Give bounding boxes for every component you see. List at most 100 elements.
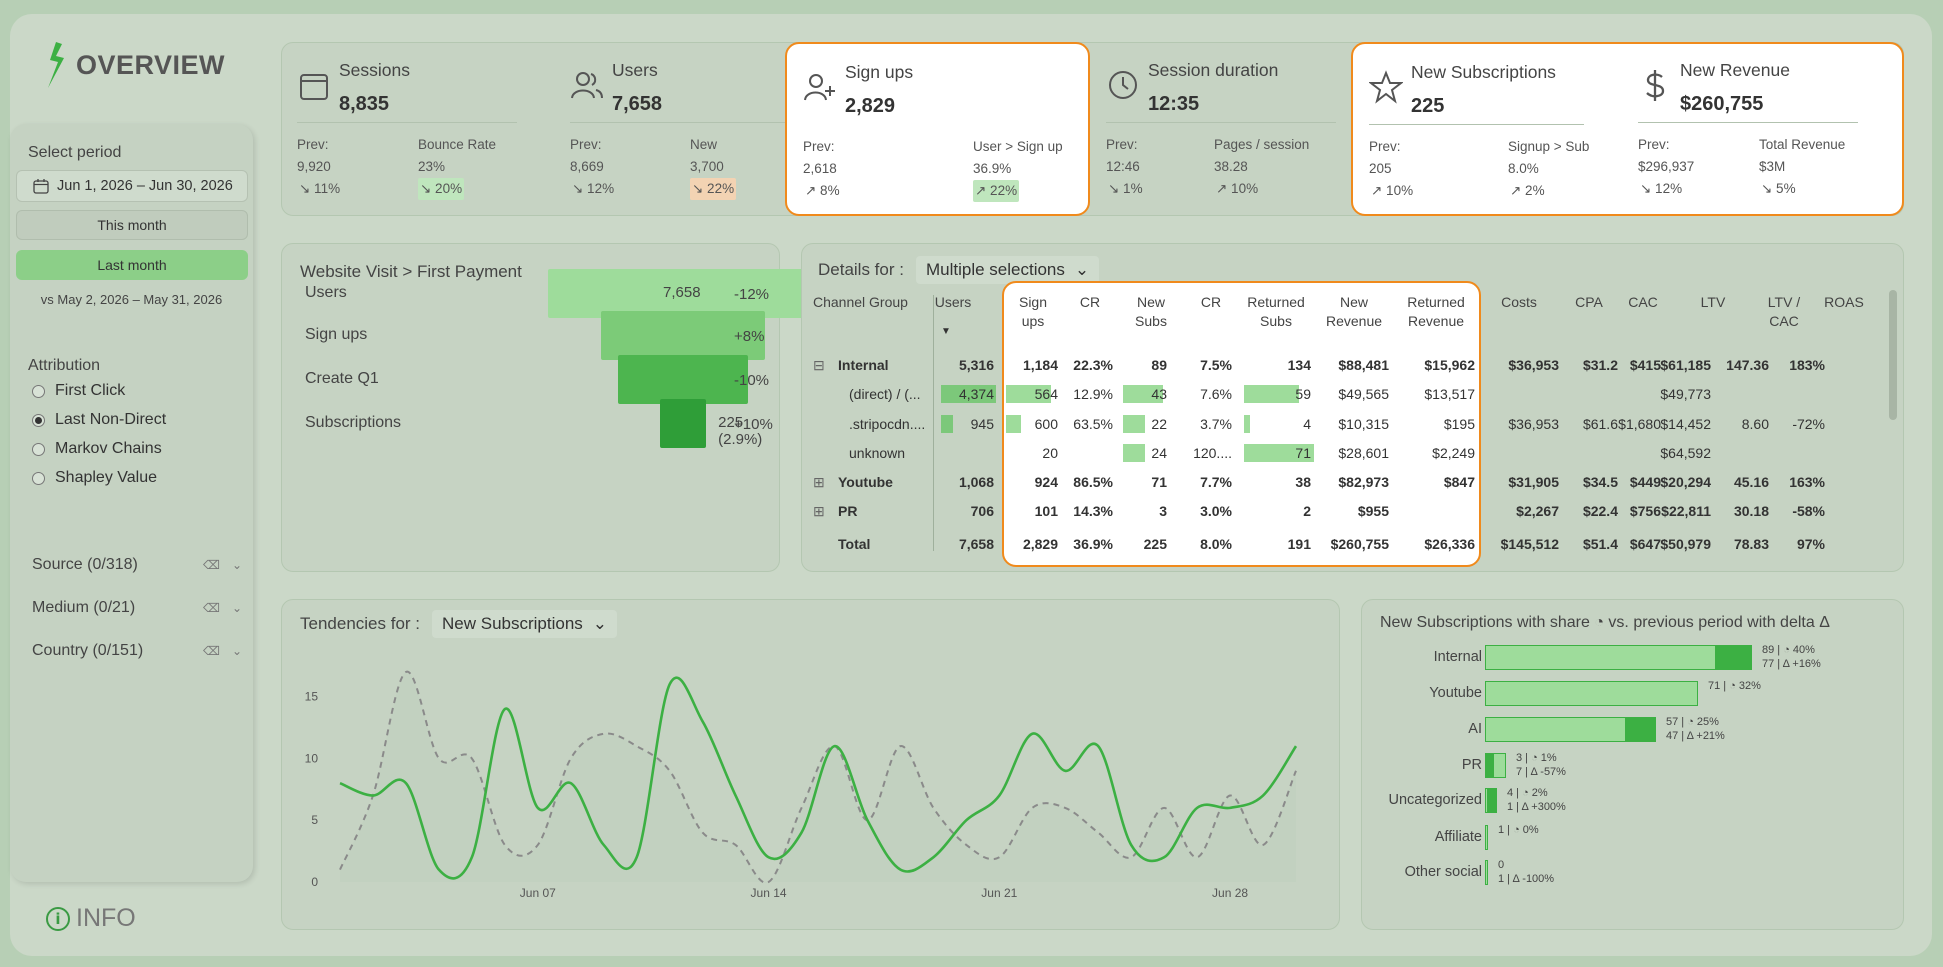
chevron-down-icon: ⌄ bbox=[1074, 260, 1090, 279]
expand-icon[interactable]: ⊞ bbox=[813, 474, 825, 490]
data-point[interactable] bbox=[964, 818, 968, 822]
source-filter[interactable]: Source (0/318) ⌫ ⌄ bbox=[32, 556, 242, 574]
data-point[interactable] bbox=[734, 794, 738, 798]
eraser-icon[interactable]: ⌫ bbox=[202, 601, 220, 615]
data-point[interactable] bbox=[898, 868, 902, 872]
sort-desc-icon[interactable]: ▼ bbox=[941, 326, 951, 337]
tendencies-selector[interactable]: New Subscriptions ⌄ bbox=[432, 610, 618, 638]
column-header[interactable]: LTV bbox=[1700, 294, 1726, 310]
column-header[interactable]: CR bbox=[1079, 294, 1101, 310]
kpi-prev-label: Prev: bbox=[1638, 137, 1670, 152]
column-header[interactable]: Sign ups bbox=[1018, 294, 1048, 329]
previous-period-area bbox=[340, 671, 1296, 883]
column-header[interactable]: New Revenue bbox=[1325, 294, 1383, 329]
table-cell: $415 bbox=[1629, 357, 1661, 373]
attribution-option-markov-chains[interactable]: Markov Chains bbox=[32, 440, 162, 458]
collapse-icon[interactable]: ⊟ bbox=[813, 357, 825, 373]
data-point[interactable] bbox=[536, 806, 540, 810]
sidebar: Select period Jun 1, 2026 – Jun 30, 2026… bbox=[10, 124, 253, 882]
data-point[interactable] bbox=[437, 868, 441, 872]
table-cell: 38 bbox=[1295, 474, 1311, 490]
data-point[interactable] bbox=[470, 855, 474, 859]
data-point[interactable] bbox=[800, 831, 804, 835]
data-point[interactable] bbox=[569, 781, 573, 785]
attribution-option-shapley-value[interactable]: Shapley Value bbox=[32, 469, 157, 487]
column-header[interactable]: CAC bbox=[1628, 294, 1658, 310]
table-cell: 22.3% bbox=[1073, 357, 1113, 373]
data-point[interactable] bbox=[602, 843, 606, 847]
data-point[interactable] bbox=[1129, 843, 1133, 847]
table-scrollbar[interactable] bbox=[1889, 290, 1897, 420]
row-label: unknown bbox=[849, 445, 906, 461]
column-header[interactable]: Channel Group bbox=[813, 294, 908, 310]
expand-icon[interactable]: ⊞ bbox=[813, 503, 825, 519]
table-cell: $22,811 bbox=[1661, 503, 1711, 519]
data-point[interactable] bbox=[668, 682, 672, 686]
data-point[interactable] bbox=[997, 794, 1001, 798]
data-point[interactable] bbox=[1030, 732, 1034, 736]
data-point[interactable] bbox=[404, 781, 408, 785]
radio-button[interactable] bbox=[32, 442, 45, 456]
radio-button-selected[interactable] bbox=[32, 413, 45, 427]
table-cell: 45.16 bbox=[1733, 474, 1769, 490]
data-point[interactable] bbox=[1096, 744, 1100, 748]
column-header[interactable]: CPA bbox=[1575, 294, 1603, 310]
column-header[interactable]: ROAS bbox=[1824, 294, 1864, 310]
table-cell: 134 bbox=[1287, 357, 1311, 373]
column-header[interactable]: CR bbox=[1200, 294, 1222, 310]
data-point[interactable] bbox=[1195, 806, 1199, 810]
data-point[interactable] bbox=[371, 794, 375, 798]
last-month-button[interactable]: Last month bbox=[16, 250, 248, 280]
data-point[interactable] bbox=[635, 855, 639, 859]
total-cell: $51.4 bbox=[1582, 536, 1618, 552]
column-header[interactable]: Users bbox=[934, 294, 972, 310]
data-point[interactable] bbox=[931, 855, 935, 859]
medium-filter[interactable]: Medium (0/21) ⌫ ⌄ bbox=[32, 599, 242, 617]
details-selector[interactable]: Multiple selections ⌄ bbox=[915, 256, 1100, 284]
data-point[interactable] bbox=[338, 781, 342, 785]
data-point[interactable] bbox=[767, 855, 771, 859]
kpi-secondary-value: 38.28 bbox=[1214, 159, 1248, 174]
data-point[interactable] bbox=[832, 744, 836, 748]
attribution-option-last-non-direct[interactable]: Last Non-Direct bbox=[32, 411, 166, 429]
column-header[interactable]: Returned Revenue bbox=[1407, 294, 1465, 329]
radio-button[interactable] bbox=[32, 471, 45, 485]
data-point[interactable] bbox=[503, 707, 507, 711]
column-header[interactable]: LTV / CAC bbox=[1767, 294, 1801, 329]
column-header[interactable]: Returned Subs bbox=[1247, 294, 1305, 329]
row-label: Youtube bbox=[838, 474, 893, 490]
radio-button[interactable] bbox=[32, 384, 45, 398]
cell-data-bar bbox=[941, 415, 953, 433]
this-month-button[interactable]: This month bbox=[16, 210, 248, 240]
column-header[interactable]: New Subs bbox=[1135, 294, 1167, 329]
column-header[interactable]: Costs bbox=[1501, 294, 1537, 310]
kpi-secondary-delta: ↗ 2% bbox=[1510, 183, 1545, 198]
share-current-note: 57 | ◔ 25% bbox=[1666, 716, 1719, 728]
info-button[interactable]: i INFO bbox=[46, 904, 136, 933]
data-point[interactable] bbox=[865, 818, 869, 822]
attribution-option-first-click[interactable]: First Click bbox=[32, 382, 125, 400]
eraser-icon[interactable]: ⌫ bbox=[202, 644, 220, 658]
table-cell: 3.7% bbox=[1200, 416, 1232, 432]
data-point[interactable] bbox=[701, 719, 705, 723]
kpi-secondary-label: New bbox=[690, 137, 718, 152]
funnel-bar bbox=[548, 269, 818, 318]
date-range-picker[interactable]: Jun 1, 2026 – Jun 30, 2026 bbox=[16, 170, 248, 202]
chevron-down-icon[interactable]: ⌄ bbox=[231, 601, 242, 615]
divider bbox=[1369, 124, 1584, 125]
eraser-icon[interactable]: ⌫ bbox=[202, 558, 220, 572]
data-point[interactable] bbox=[1228, 806, 1232, 810]
table-cell: 1,068 bbox=[958, 474, 994, 490]
data-point[interactable] bbox=[1294, 744, 1298, 748]
chevron-down-icon[interactable]: ⌄ bbox=[231, 558, 242, 572]
previous-period-line bbox=[339, 670, 1297, 884]
table-cell: 24 bbox=[1151, 445, 1167, 461]
table-cell: $36,953 bbox=[1508, 416, 1559, 432]
chevron-down-icon[interactable]: ⌄ bbox=[231, 644, 242, 658]
country-filter[interactable]: Country (0/151) ⌫ ⌄ bbox=[32, 642, 242, 660]
x-tick-label: Jun 21 bbox=[981, 886, 1017, 900]
data-point[interactable] bbox=[1162, 855, 1166, 859]
data-point[interactable] bbox=[1063, 769, 1067, 773]
data-point[interactable] bbox=[1261, 794, 1265, 798]
table-cell: 2 bbox=[1303, 503, 1311, 519]
